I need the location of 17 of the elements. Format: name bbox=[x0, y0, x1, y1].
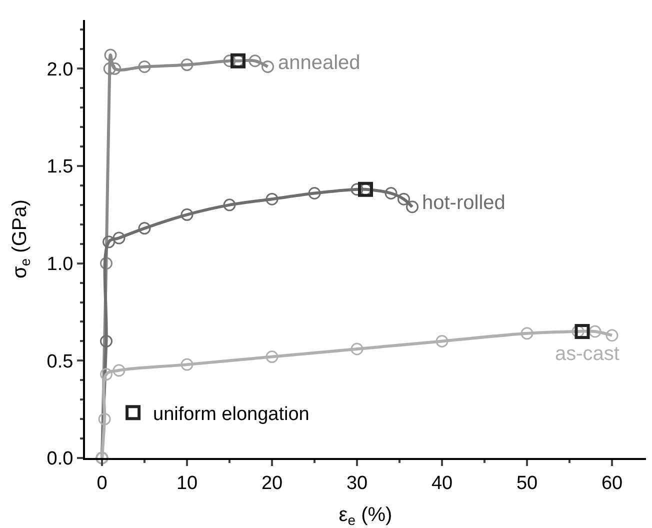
x-tick-label: 30 bbox=[346, 472, 368, 494]
x-tick-label: 40 bbox=[431, 472, 453, 494]
series-label: hot-rolled bbox=[422, 192, 506, 214]
x-tick-label: 50 bbox=[516, 472, 538, 494]
x-tick-label: 20 bbox=[261, 472, 283, 494]
series-label: annealed bbox=[278, 52, 360, 74]
y-tick-label: 0.5 bbox=[46, 351, 74, 372]
y-tick-label: 2.0 bbox=[46, 59, 74, 80]
x-tick-label: 0 bbox=[96, 472, 108, 494]
x-tick-label: 60 bbox=[601, 472, 623, 494]
series-label: as-cast bbox=[555, 343, 620, 365]
y-tick-label: 1.5 bbox=[46, 156, 74, 178]
y-tick-label: 0.0 bbox=[46, 448, 74, 470]
y-tick-label: 1.0 bbox=[46, 254, 74, 275]
x-tick-label: 10 bbox=[176, 472, 198, 494]
legend-label: uniform elongation bbox=[153, 404, 310, 425]
x-axis-title: ε$_{e}$ (%) bbox=[338, 504, 392, 528]
